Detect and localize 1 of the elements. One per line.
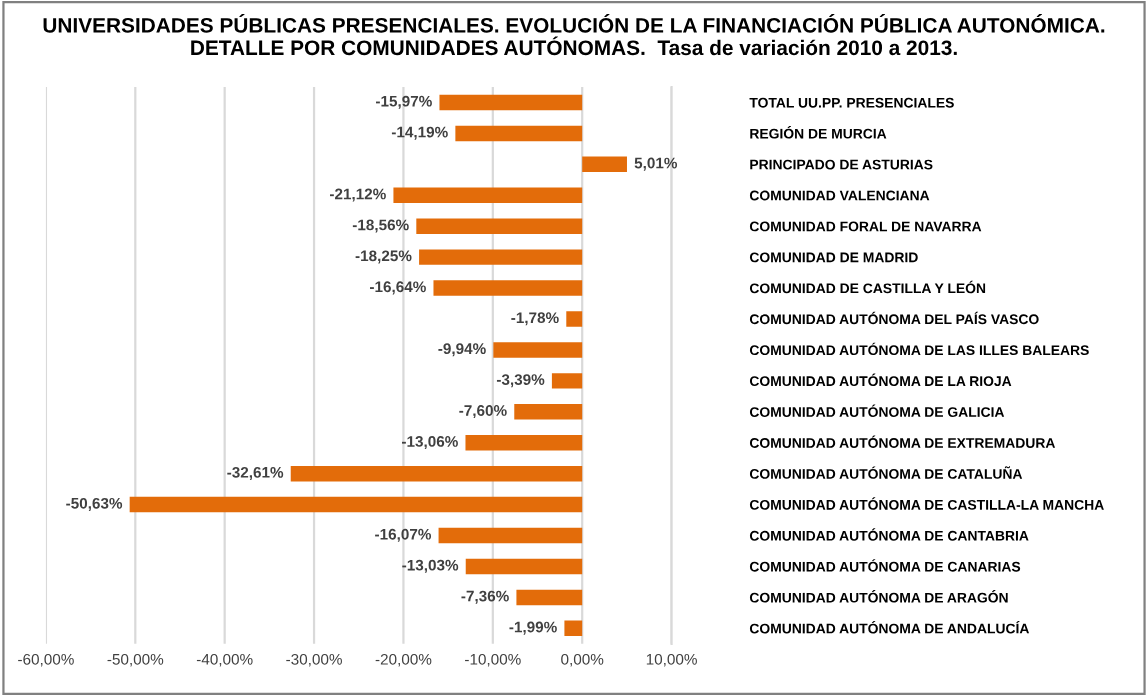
chart-title: UNIVERSIDADES PÚBLICAS PRESENCIALES. EVOLUCIÓN DE LA FINANCIACIÓN PÚBLICA AUTONÓMICA. DETALLE POR COMUNIDADES AUTÓNOMAS. Tasa de variación 2010 a 2013. [43, 14, 1105, 56]
